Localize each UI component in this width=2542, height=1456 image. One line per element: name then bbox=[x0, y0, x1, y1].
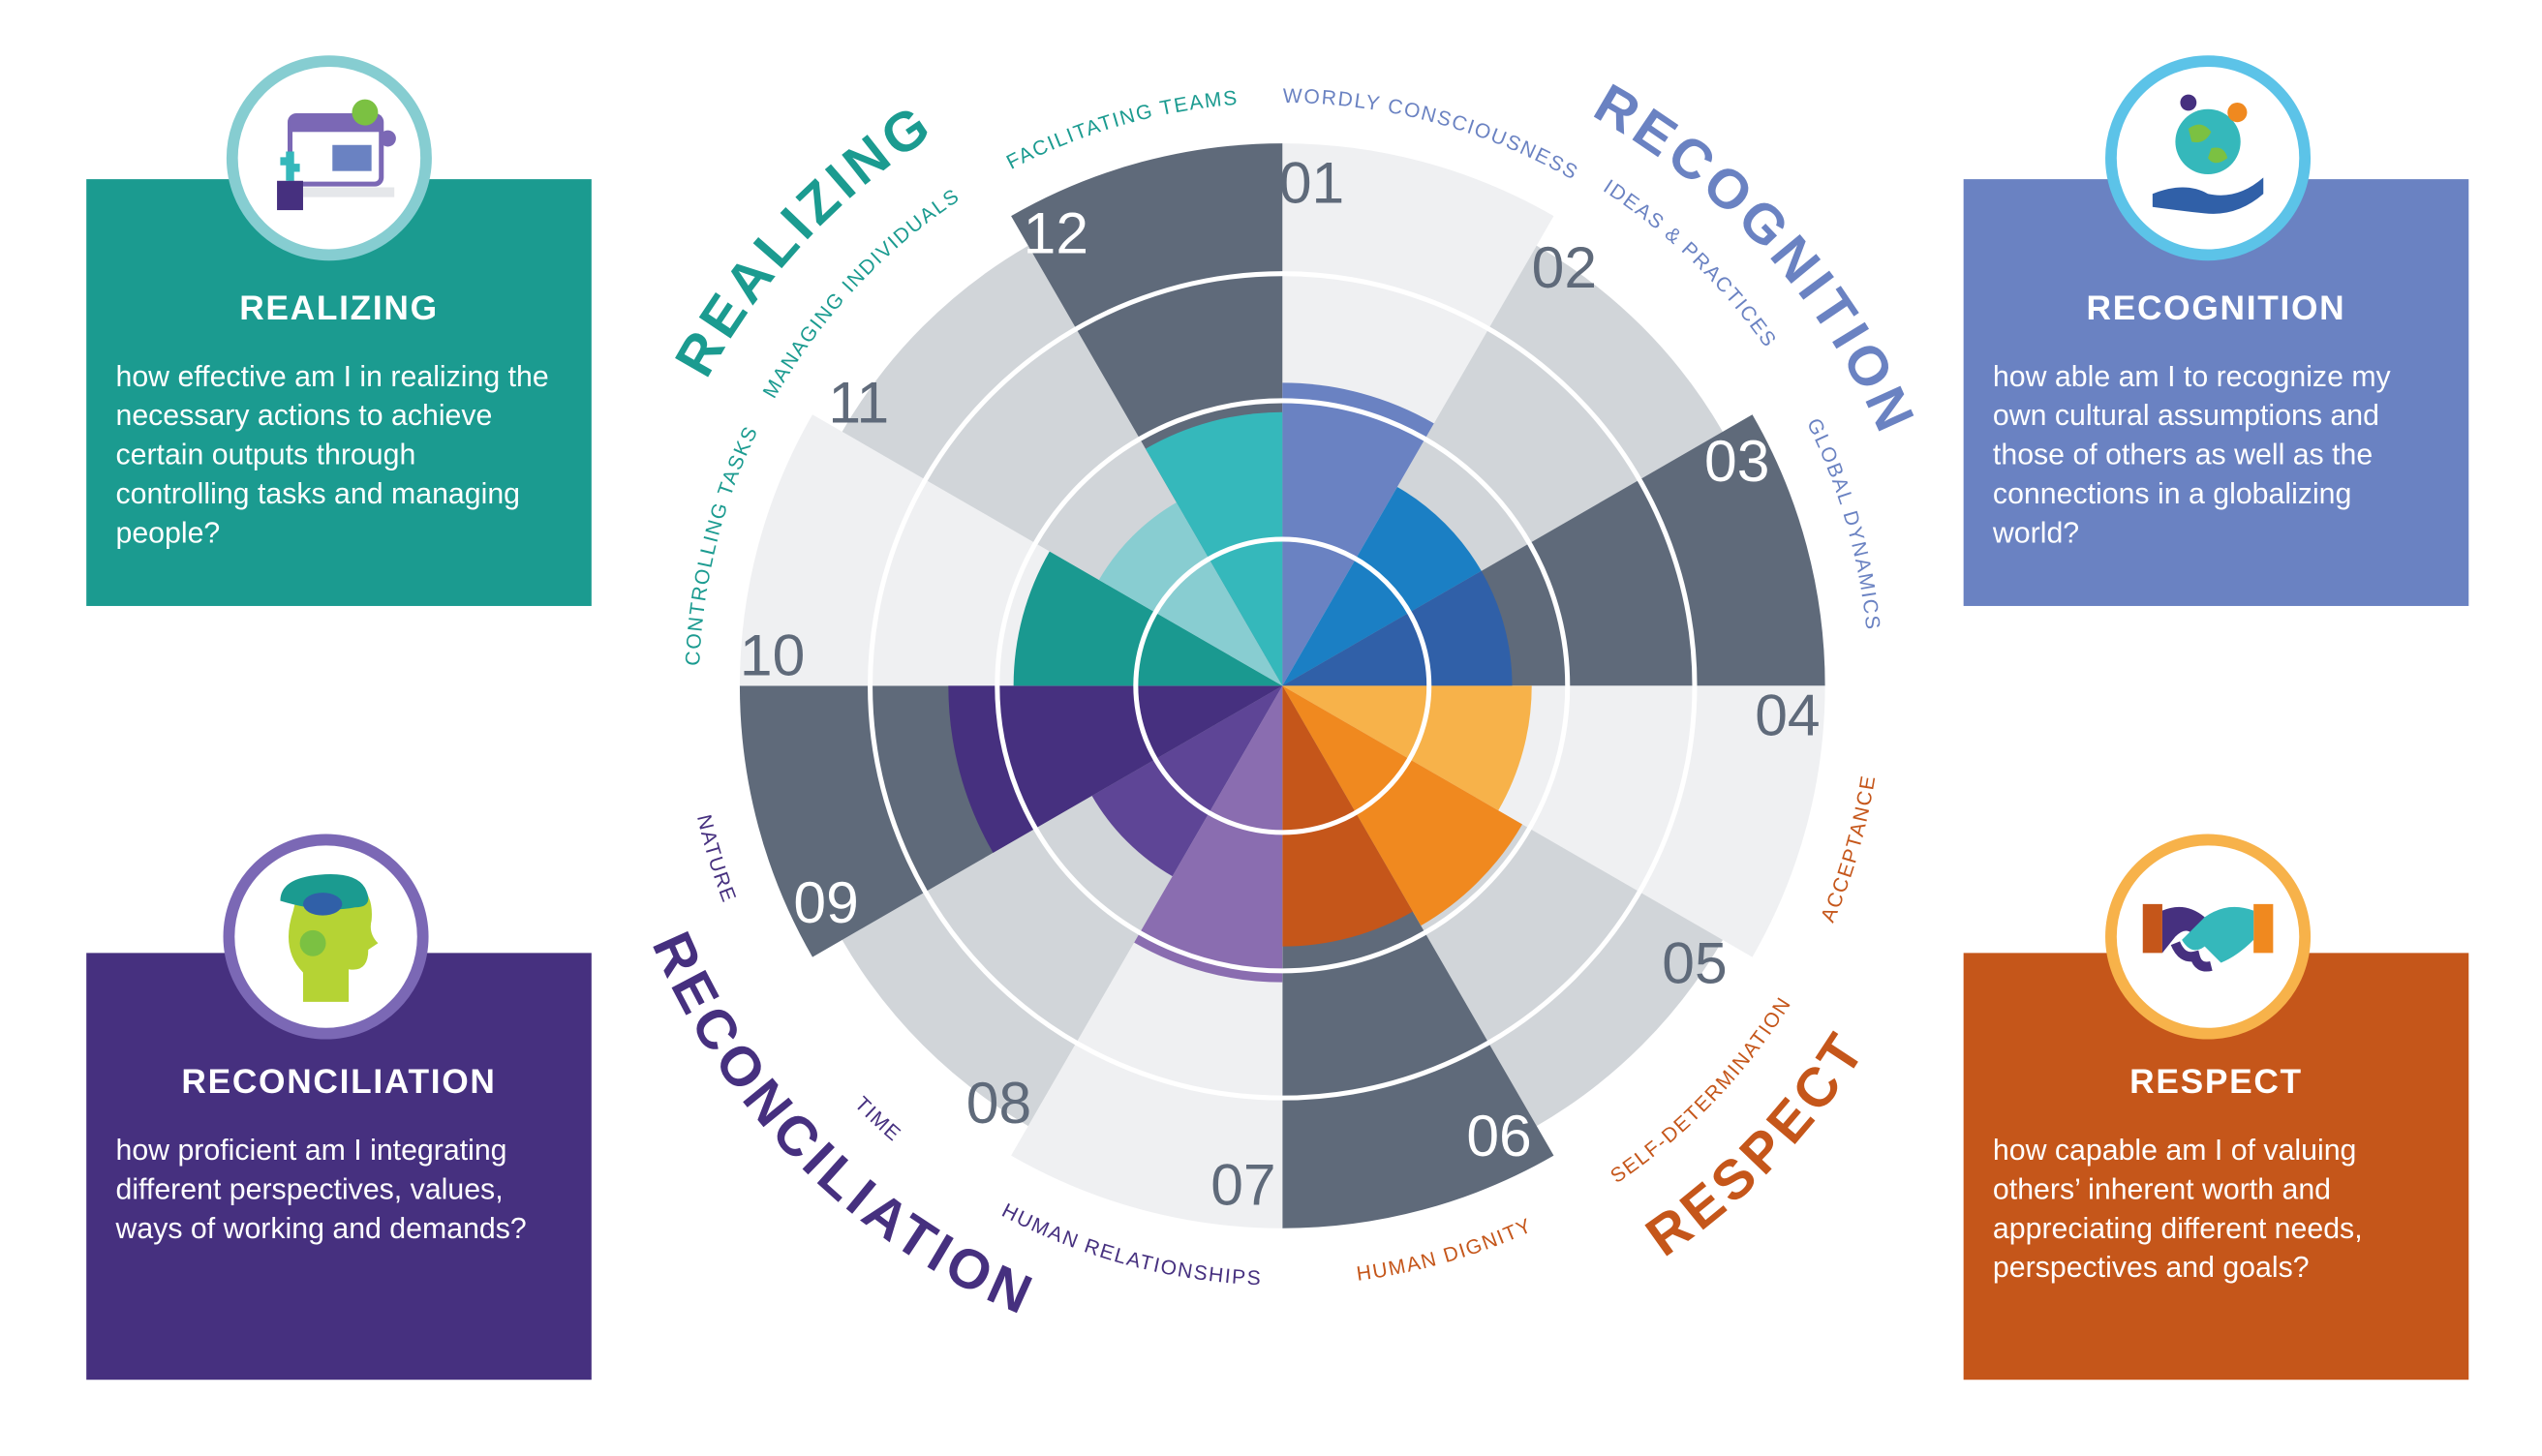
segment-label: ACCEPTANCE bbox=[1817, 774, 1880, 925]
segment-label-path: NATURE bbox=[692, 812, 739, 906]
panel-description: how capable am I of valuing others’ inhe… bbox=[1992, 1134, 2363, 1284]
segment-number: 05 bbox=[1662, 930, 1727, 996]
segment-score bbox=[1282, 486, 1482, 686]
segment-number: 04 bbox=[1755, 682, 1820, 748]
handshake-icon bbox=[2142, 903, 2274, 972]
panel-description: how able am I to recognize my own cultur… bbox=[1992, 359, 2391, 550]
icon-badge bbox=[2105, 834, 2312, 1040]
segment-score bbox=[1282, 685, 1523, 926]
segment-label-path: HUMAN DIGNITY bbox=[1355, 1214, 1534, 1286]
segment-number: 01 bbox=[1279, 150, 1344, 216]
segment-score bbox=[948, 685, 1283, 853]
panel-title: RECOGNITION bbox=[2086, 289, 2346, 328]
segment-number: 07 bbox=[1210, 1151, 1275, 1217]
segment-number: 12 bbox=[1024, 200, 1088, 266]
segment-number: 03 bbox=[1704, 428, 1769, 494]
icon-badge bbox=[223, 834, 429, 1040]
segment-score bbox=[1282, 570, 1513, 686]
globe-icon bbox=[2152, 94, 2264, 214]
calendar-icon bbox=[277, 99, 396, 211]
segment-number: 06 bbox=[1466, 1103, 1531, 1168]
segment-score bbox=[1282, 382, 1434, 686]
panel-title: RECONCILIATION bbox=[181, 1063, 497, 1102]
score-wedges bbox=[948, 382, 1532, 983]
head-icon bbox=[280, 874, 379, 1002]
segment-score bbox=[1098, 501, 1283, 686]
panel-title: REALIZING bbox=[239, 289, 439, 328]
segment-label: TIME bbox=[850, 1093, 905, 1146]
segment-score bbox=[1282, 685, 1532, 811]
segment-score bbox=[1091, 685, 1283, 877]
panel-title: RESPECT bbox=[2129, 1063, 2303, 1102]
segment-label: HUMAN DIGNITY bbox=[1355, 1214, 1536, 1286]
icon-badge bbox=[226, 55, 432, 261]
segment-score bbox=[1013, 551, 1283, 686]
segment-number: 09 bbox=[793, 869, 858, 935]
segment-number: 08 bbox=[966, 1070, 1031, 1136]
segment-score bbox=[1134, 685, 1283, 983]
icon-badge bbox=[2105, 55, 2312, 261]
panel-recognition: RECOGNITION how able am I to recognize m… bbox=[1963, 179, 2469, 606]
ring bbox=[868, 271, 1698, 1101]
segment-label-path: ACCEPTANCE bbox=[1817, 774, 1879, 925]
panel-description: how effective am I in realizing the nece… bbox=[115, 359, 549, 550]
segment-label-path: TIME bbox=[850, 1093, 903, 1146]
panel-description: how proficient am I integrating differen… bbox=[115, 1134, 527, 1245]
segment-number: 10 bbox=[740, 622, 805, 687]
segment-label: NATURE bbox=[692, 812, 740, 906]
segment-number: 02 bbox=[1532, 234, 1597, 300]
rings bbox=[868, 271, 1698, 1101]
ring bbox=[995, 398, 1571, 974]
ring bbox=[1133, 536, 1432, 835]
segment-score bbox=[1145, 411, 1283, 686]
segment-number: 11 bbox=[828, 370, 889, 436]
